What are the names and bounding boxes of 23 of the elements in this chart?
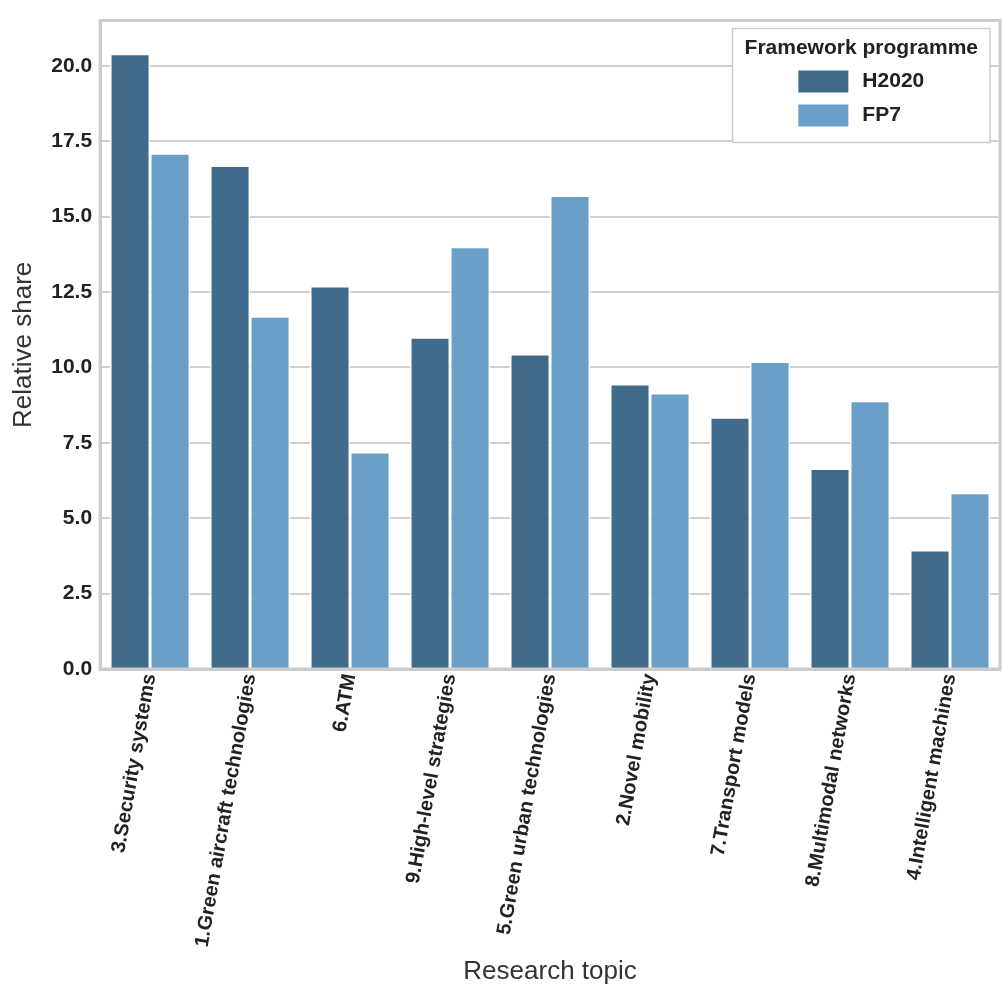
x-tick-label: 5.Green urban technologies (491, 672, 560, 937)
x-axis-title: Research topic (463, 954, 637, 985)
y-tick-label: 2.5 (62, 580, 93, 604)
y-tick-label: 7.5 (62, 429, 93, 453)
y-tick-label: 20.0 (51, 52, 93, 76)
legend-label: H2020 (862, 68, 925, 92)
y-tick-label: 0.0 (62, 655, 93, 679)
x-tick-label: 1.Green aircraft technologies (189, 672, 260, 949)
y-tick-label: 15.0 (51, 203, 93, 227)
x-tick-label: 8.Multimodal networks (800, 672, 860, 889)
legend-title: Framework programme (744, 35, 979, 59)
y-tick-label: 12.5 (51, 278, 93, 302)
x-tick-label: 6.ATM (327, 672, 360, 734)
x-tick-label: 3.Security systems (106, 672, 160, 855)
y-tick-label: 17.5 (51, 128, 93, 152)
x-tick-label: 7.Transport models (705, 672, 760, 858)
x-tick-label: 4.Intelligent machines (901, 672, 960, 882)
x-tick-label: 9.High-level strategies (400, 672, 460, 885)
y-axis-title: Relative share (6, 261, 37, 428)
y-tick-label: 5.0 (62, 505, 93, 529)
legend-label: FP7 (862, 102, 901, 126)
y-tick-label: 10.0 (51, 354, 93, 378)
x-tick-label: 2.Novel mobility (611, 671, 660, 827)
